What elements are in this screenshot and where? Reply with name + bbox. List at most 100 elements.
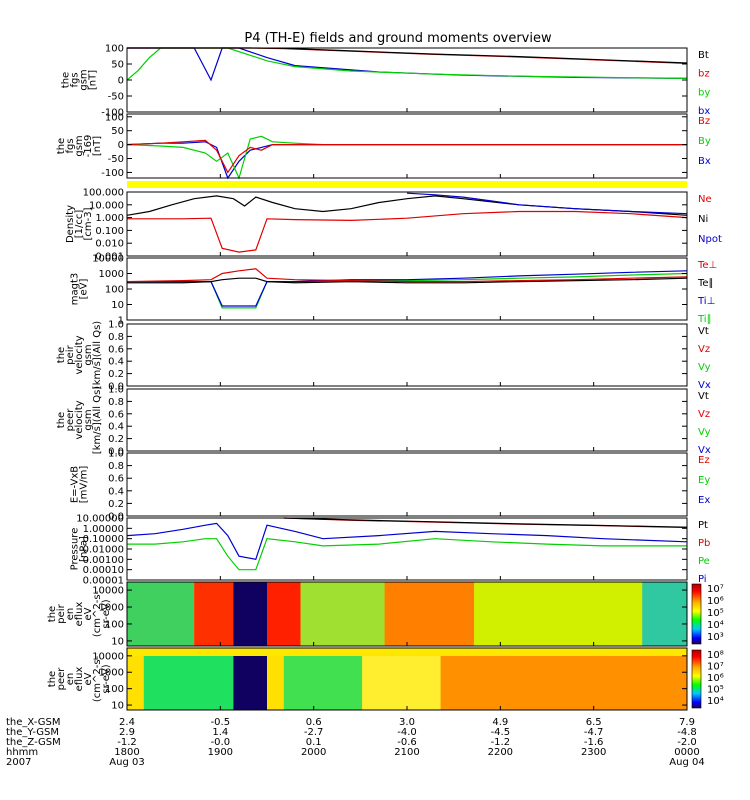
footer-row-label: the_Z-GSM <box>6 737 61 748</box>
panels: 100500-50-100thefgsgsm[nT]Btbzbybx100500… <box>47 44 724 712</box>
legend-entry: Ey <box>698 475 710 486</box>
y-axis-label: Density[1/cc][cm-3] <box>65 205 94 243</box>
y-tick-label: 10000 <box>92 586 124 597</box>
y-axis-label-line: gsm <box>83 409 94 430</box>
y-tick-label: -50 <box>108 154 124 165</box>
y-axis-label-line: [nPa] <box>79 536 90 562</box>
y-tick-label: 0.00001 <box>83 576 124 587</box>
footer-row-label: 2007 <box>6 757 31 768</box>
y-tick-label: 0.4 <box>108 486 124 497</box>
spectrogram-band <box>362 656 441 710</box>
series-bz <box>127 47 688 64</box>
panel-electric-field: 1.00.8 0.60.4 0.2 0.0 E=-VxB[mV/m] Ez Ey Ex <box>70 449 711 523</box>
footer-value: 4.9 <box>492 717 508 728</box>
footer-value: 1800 <box>114 747 139 758</box>
y-axis-label-line: the <box>56 138 67 154</box>
legend-entry: Vx <box>698 380 711 391</box>
y-tick-label: 0.100 <box>95 226 124 237</box>
y-axis-label-line: [1/cc] <box>74 210 85 239</box>
footer-value: 0.6 <box>306 717 322 728</box>
y-tick-label: 100 <box>105 44 124 55</box>
y-axis-label-line: gsm <box>74 135 85 156</box>
colorbar-tick: 10⁵ <box>707 685 724 696</box>
footer-value: 3.0 <box>399 717 415 728</box>
spectrogram-band <box>267 656 284 710</box>
panel-frame <box>126 388 688 452</box>
legend-entry: Ne <box>698 194 712 205</box>
y-tick-label: 0.4 <box>108 357 124 368</box>
y-axis-label-line: [nT] <box>92 136 103 156</box>
footer-value: -1.2 <box>117 737 137 748</box>
footer-value: -4.0 <box>397 727 417 738</box>
panel-peir-spectrogram: 10⁷10⁶10⁵10⁴10³10000100010010thepeirenef… <box>47 581 724 647</box>
spectrogram-band <box>440 656 687 710</box>
legend-entry: Npot <box>698 234 722 245</box>
y-tick-label: 0.0 <box>108 512 124 523</box>
y-axis-label-line: gsm <box>79 69 90 90</box>
y-axis-label-line: eflux <box>74 667 85 692</box>
y-axis-label-line: E=-VxB <box>70 466 81 503</box>
y-tick-label: 100 <box>105 285 124 296</box>
colorbar-tick: 10⁴ <box>707 620 724 631</box>
colorbar-tick: 10⁷ <box>707 584 724 595</box>
series-By <box>126 135 687 180</box>
legend-entry: Te⊥ <box>697 260 717 271</box>
spectrogram-band <box>233 582 267 646</box>
legend-entry: Vy <box>698 427 711 438</box>
spectrogram-band <box>642 582 687 646</box>
y-tick-label: 10 <box>111 701 124 712</box>
y-axis-label-line: Pressure <box>70 528 81 571</box>
footer-value: Aug 03 <box>109 757 144 768</box>
panel-magt3: 10000 1000 100 10 1 magt3[eV] Te⊥ Te∥ Ti⊥ Ti∥ <box>70 254 718 327</box>
footer-value: 1900 <box>208 747 233 758</box>
footer-value: -4.7 <box>584 727 604 738</box>
y-axis-label-line: sr-eV) <box>101 599 112 628</box>
y-tick-label: 10000 <box>92 254 124 265</box>
legend-entry: bz <box>698 69 710 80</box>
y-tick-label: 0.010 <box>95 239 124 250</box>
series-Ti⊥ <box>127 270 688 307</box>
y-tick-label: 1.0 <box>108 385 124 396</box>
y-tick-label: 50 <box>111 60 124 71</box>
y-tick-label: 0.0 <box>108 447 124 458</box>
spectrogram-band <box>384 582 475 646</box>
y-tick-label: 0.2 <box>108 434 124 445</box>
legend-entry: bx <box>698 106 710 117</box>
legend-entry: Vx <box>698 445 711 456</box>
legend-entry: Pb <box>698 538 710 549</box>
y-tick-label: 0 <box>118 76 124 87</box>
y-tick-label: 1000 <box>99 603 124 614</box>
y-axis-label-line: peir <box>65 344 76 364</box>
y-axis-label-line: eflux <box>74 602 85 627</box>
footer-value: -1.2 <box>491 737 511 748</box>
legend-entry: Bx <box>698 156 711 167</box>
panel-peer-spectrogram: 10⁸10⁷10⁶10⁵10⁴10000100010010thepeerenef… <box>47 647 724 712</box>
figure-title: P4 (TH-E) fields and ground moments over… <box>244 31 552 46</box>
legend-entry: Bz <box>698 116 710 127</box>
series-Bz <box>126 139 687 174</box>
y-tick-label: 0.10000 <box>83 534 124 545</box>
footer-value: 2100 <box>394 747 419 758</box>
y-axis-label-line: en <box>65 673 76 686</box>
spectrogram-band <box>474 582 643 646</box>
y-tick-label: 0.8 <box>108 461 124 472</box>
y-axis-label-line: [mV/m] <box>79 466 90 504</box>
legend-entry: Pi <box>698 574 707 585</box>
y-tick-label: 0.00100 <box>83 555 124 566</box>
y-axis-label-line: Density <box>65 205 76 243</box>
y-tick-label: 1000 <box>99 269 124 280</box>
series-Pi <box>126 522 688 560</box>
y-axis-label-line: the <box>47 606 58 622</box>
y-axis-label-line: the <box>56 347 67 363</box>
panel-density: 100.00010.0001.0000.1000.0100.001Density… <box>65 188 722 263</box>
panel-pressure: 10.000001.000000.100000.010000.001000.00… <box>70 514 711 587</box>
colorbar-tick: 10⁶ <box>707 673 724 684</box>
y-axis-label-line: velocity <box>74 335 85 374</box>
y-tick-label: 0.8 <box>108 332 124 343</box>
legend-entry: Ex <box>698 495 710 506</box>
y-axis-label-line: (cm^2-s- <box>92 655 103 702</box>
